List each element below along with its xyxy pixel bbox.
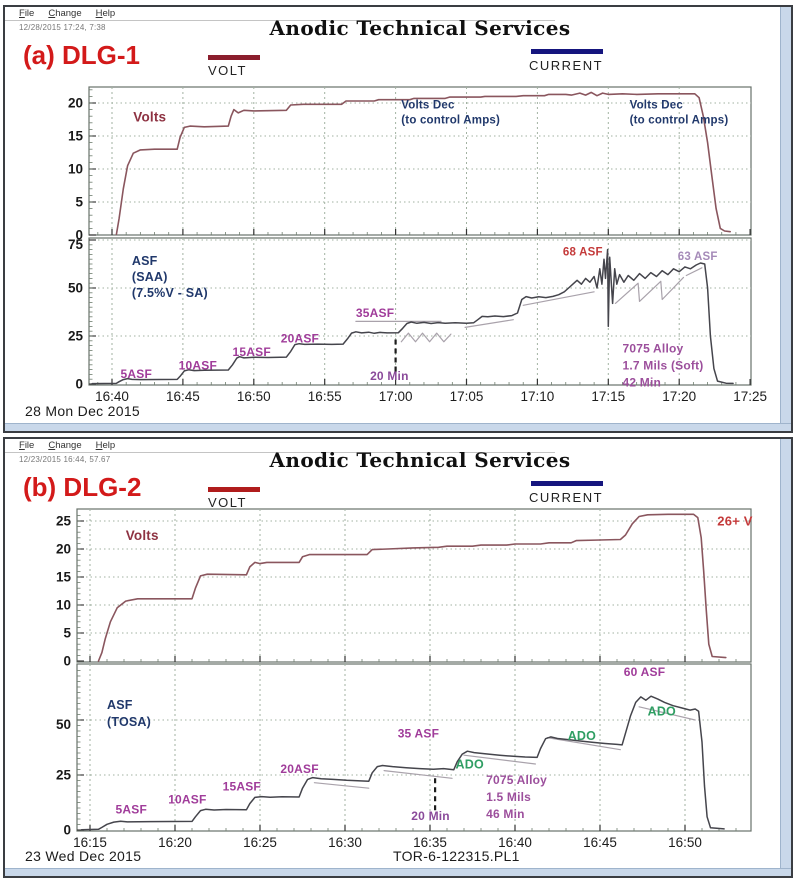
window-dlg1: File Change Help 12/28/2015 17:24, 7:38 …	[3, 5, 793, 433]
menu-bar: File Change Help	[5, 439, 556, 453]
svg-text:17:05: 17:05	[450, 389, 484, 404]
window-bottom-border	[5, 868, 791, 876]
svg-text:ADO: ADO	[456, 757, 484, 771]
panel-label-b: (b) DLG-2	[23, 472, 142, 502]
svg-text:ADO: ADO	[568, 729, 596, 743]
svg-text:10: 10	[68, 162, 83, 177]
window-right-border	[780, 7, 791, 431]
svg-text:16:55: 16:55	[308, 389, 342, 404]
svg-text:20ASF: 20ASF	[281, 332, 319, 346]
svg-text:16:20: 16:20	[158, 835, 192, 850]
svg-text:20 Min: 20 Min	[411, 809, 450, 823]
svg-text:17:10: 17:10	[521, 389, 555, 404]
menu-change[interactable]: Change	[48, 8, 82, 19]
volt-legend-label: VOLT	[208, 63, 247, 78]
svg-text:63 ASF: 63 ASF	[678, 251, 718, 263]
volt-legend-swatch	[208, 55, 260, 60]
svg-text:Volts Dec(to control Amps): Volts Dec (to control Amps)	[630, 99, 729, 126]
svg-text:Volts: Volts	[133, 109, 166, 124]
svg-text:17:25: 17:25	[733, 389, 767, 404]
svg-text:15ASF: 15ASF	[223, 779, 261, 793]
svg-text:16:35: 16:35	[413, 835, 447, 850]
current-legend-label: CURRENT	[529, 490, 604, 505]
panel-label-a: (a) DLG-1	[23, 40, 140, 70]
svg-text:16:40: 16:40	[498, 835, 532, 850]
svg-text:16:45: 16:45	[166, 389, 200, 404]
svg-text:5ASF: 5ASF	[116, 803, 147, 817]
window-bottom-border	[5, 423, 791, 431]
page-title: Anodic Technical Services	[269, 16, 571, 40]
svg-text:5ASF: 5ASF	[121, 367, 152, 381]
svg-text:50: 50	[56, 717, 71, 732]
svg-text:5: 5	[75, 195, 83, 210]
svg-text:16:40: 16:40	[95, 389, 129, 404]
svg-text:15ASF: 15ASF	[233, 345, 271, 359]
svg-text:17:00: 17:00	[379, 389, 413, 404]
svg-text:20 Min: 20 Min	[370, 369, 409, 383]
chart-filename: TOR-6-122315.PL1	[393, 848, 520, 864]
svg-text:10ASF: 10ASF	[179, 359, 217, 373]
svg-text:ASF(TOSA): ASF (TOSA)	[107, 698, 151, 729]
menu-change[interactable]: Change	[48, 440, 82, 451]
svg-text:35 ASF: 35 ASF	[398, 727, 439, 741]
svg-text:17:20: 17:20	[662, 389, 696, 404]
svg-text:0: 0	[75, 228, 83, 243]
svg-text:16:50: 16:50	[237, 389, 271, 404]
svg-text:25: 25	[56, 514, 72, 529]
chart-date: 28 Mon Dec 2015	[25, 403, 141, 419]
page-title: Anodic Technical Services	[269, 448, 571, 472]
volt-legend-label: VOLT	[208, 495, 247, 510]
svg-text:15: 15	[56, 570, 72, 585]
svg-text:20ASF: 20ASF	[280, 762, 318, 776]
menu-file[interactable]: File	[19, 440, 35, 451]
svg-text:Volts Dec(to control Amps): Volts Dec (to control Amps)	[401, 99, 500, 126]
svg-text:60 ASF: 60 ASF	[624, 665, 665, 679]
svg-text:15: 15	[68, 129, 84, 144]
current-legend-swatch	[531, 481, 603, 486]
svg-text:10ASF: 10ASF	[168, 793, 206, 807]
svg-text:ASF(SAA)(7.5%V - SA): ASF (SAA) (7.5%V - SA)	[132, 254, 208, 300]
svg-text:20: 20	[56, 542, 71, 557]
svg-text:50: 50	[68, 281, 83, 296]
svg-text:26+ V: 26+ V	[717, 513, 752, 528]
current-legend-swatch	[531, 49, 603, 54]
current-legend-label: CURRENT	[529, 58, 604, 73]
svg-text:0: 0	[63, 654, 71, 669]
chart-plot-dlg1: 0 5 10 15 20 Volts Volts Dec (to control Amps) V…	[68, 86, 767, 404]
svg-text:25: 25	[56, 768, 72, 783]
menu-help[interactable]: Help	[95, 440, 116, 451]
svg-text:68 ASF: 68 ASF	[563, 246, 603, 258]
svg-text:16:15: 16:15	[73, 835, 107, 850]
svg-text:16:30: 16:30	[328, 835, 362, 850]
svg-text:ADO: ADO	[648, 705, 676, 719]
chart-plot-dlg2: 0 5 10 15 20 25 Volts 26+ V 0 25 50 ASF (TOSA) 5ASF 10…	[56, 508, 753, 850]
svg-text:16:45: 16:45	[583, 835, 617, 850]
menu-help[interactable]: Help	[95, 8, 116, 19]
chart-date: 23 Wed Dec 2015	[25, 848, 142, 864]
menu-file[interactable]: File	[19, 8, 35, 19]
window-right-border	[780, 439, 791, 876]
svg-text:0: 0	[63, 823, 71, 838]
menu-bar: File Change Help	[5, 7, 556, 21]
svg-text:75: 75	[68, 237, 84, 252]
svg-text:0: 0	[75, 377, 83, 392]
svg-text:20: 20	[68, 96, 83, 111]
volt-legend-swatch	[208, 487, 260, 492]
svg-text:10: 10	[56, 598, 71, 613]
svg-text:25: 25	[68, 329, 84, 344]
svg-text:17:15: 17:15	[591, 389, 625, 404]
svg-text:16:50: 16:50	[668, 835, 702, 850]
svg-text:Volts: Volts	[126, 528, 159, 543]
window-dlg2: File Change Help 12/23/2015 16:44, 57.67…	[3, 437, 793, 878]
svg-text:16:25: 16:25	[243, 835, 277, 850]
run-timestamp: 12/23/2015 16:44, 57.67	[19, 455, 111, 464]
svg-text:35ASF: 35ASF	[356, 306, 394, 320]
run-timestamp: 12/28/2015 17:24, 7:38	[19, 23, 106, 32]
svg-text:5: 5	[63, 626, 71, 641]
